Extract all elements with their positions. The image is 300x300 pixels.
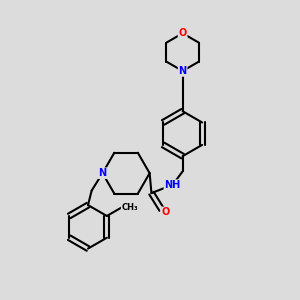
Text: O: O (178, 28, 187, 38)
Text: CH₃: CH₃ (122, 203, 138, 212)
Text: N: N (98, 168, 106, 178)
Text: N: N (178, 66, 187, 76)
Text: NH: NH (164, 180, 181, 190)
Text: O: O (161, 207, 169, 217)
